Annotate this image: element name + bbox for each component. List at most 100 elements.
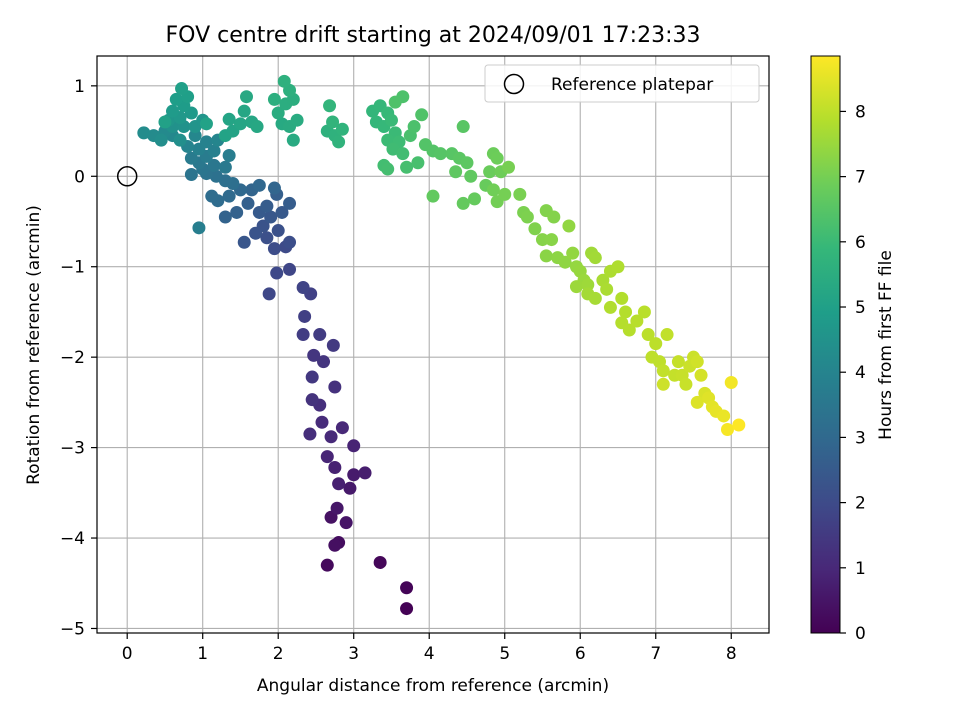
data-point bbox=[184, 167, 198, 181]
data-point bbox=[328, 538, 342, 552]
data-point bbox=[328, 380, 342, 394]
data-point bbox=[339, 516, 353, 530]
data-point bbox=[222, 189, 236, 203]
data-point bbox=[283, 196, 297, 210]
colorbar-tick-label: 2 bbox=[855, 494, 866, 514]
data-point bbox=[250, 120, 264, 134]
data-point bbox=[267, 242, 281, 256]
data-point bbox=[320, 558, 334, 572]
data-point bbox=[267, 181, 281, 195]
data-point bbox=[562, 219, 576, 233]
data-point bbox=[358, 466, 372, 480]
data-points bbox=[137, 74, 746, 616]
data-point bbox=[426, 189, 440, 203]
data-point bbox=[283, 235, 297, 249]
x-tick-label: 7 bbox=[650, 644, 661, 664]
data-point bbox=[611, 260, 625, 274]
data-point bbox=[305, 393, 319, 407]
data-point bbox=[264, 210, 278, 224]
legend-label: Reference platepar bbox=[551, 75, 713, 95]
data-point bbox=[588, 291, 602, 305]
data-point bbox=[277, 74, 291, 88]
data-point bbox=[267, 92, 281, 106]
colorbar-tick-label: 5 bbox=[855, 298, 866, 318]
data-point bbox=[637, 305, 651, 319]
data-point bbox=[313, 328, 327, 342]
data-point bbox=[490, 151, 504, 165]
data-point bbox=[615, 291, 629, 305]
data-point bbox=[347, 439, 361, 453]
data-point bbox=[241, 196, 255, 210]
data-point bbox=[690, 355, 704, 369]
data-point bbox=[260, 231, 274, 245]
data-point bbox=[566, 246, 580, 260]
x-tick-label: 3 bbox=[348, 644, 359, 664]
data-point bbox=[630, 314, 644, 328]
data-point bbox=[483, 165, 497, 179]
data-point bbox=[649, 337, 663, 351]
data-point bbox=[456, 120, 470, 134]
colorbar-tick-label: 0 bbox=[855, 624, 866, 644]
data-point bbox=[298, 309, 312, 323]
data-point bbox=[184, 151, 198, 165]
data-point bbox=[332, 135, 346, 149]
data-point bbox=[169, 92, 183, 106]
data-point bbox=[396, 147, 410, 161]
data-point bbox=[188, 129, 202, 143]
colorbar-tick-label: 3 bbox=[855, 428, 866, 448]
y-tick-label: −2 bbox=[60, 348, 85, 368]
data-point bbox=[520, 210, 534, 224]
data-point bbox=[332, 477, 346, 491]
data-point bbox=[262, 287, 276, 301]
data-point bbox=[619, 305, 633, 319]
x-tick-label: 4 bbox=[424, 644, 435, 664]
data-point bbox=[275, 205, 289, 219]
data-point bbox=[456, 196, 470, 210]
data-point bbox=[373, 555, 387, 569]
data-point bbox=[622, 323, 636, 337]
data-point bbox=[498, 187, 512, 201]
data-point bbox=[400, 581, 414, 595]
data-point bbox=[400, 160, 414, 174]
legend-box bbox=[484, 64, 760, 103]
data-point bbox=[468, 192, 482, 206]
data-point bbox=[240, 90, 254, 104]
x-axis-ticks: 0 1 2 3 4 5 6 7 8 bbox=[122, 633, 737, 664]
data-point bbox=[199, 135, 213, 149]
data-point bbox=[690, 395, 704, 409]
data-point bbox=[641, 328, 655, 342]
x-tick-label: 1 bbox=[197, 644, 208, 664]
data-point bbox=[603, 300, 617, 314]
data-point bbox=[502, 160, 516, 174]
data-point bbox=[233, 117, 247, 131]
data-point bbox=[137, 126, 151, 140]
legend-marker-icon bbox=[503, 73, 525, 95]
data-point bbox=[660, 328, 674, 342]
colorbar-tick-label: 4 bbox=[855, 363, 866, 383]
data-point bbox=[175, 82, 189, 96]
colorbar-ticks: 0 1 2 3 4 5 6 7 8 bbox=[840, 102, 866, 644]
data-point bbox=[296, 328, 310, 342]
data-point bbox=[209, 169, 223, 183]
data-point bbox=[166, 104, 180, 118]
data-point bbox=[545, 233, 559, 247]
data-point bbox=[460, 156, 474, 170]
data-point bbox=[271, 106, 285, 120]
data-point bbox=[400, 602, 414, 616]
data-point bbox=[326, 115, 340, 129]
colorbar-tick-label: 8 bbox=[855, 102, 866, 122]
data-point bbox=[207, 158, 221, 172]
data-point bbox=[270, 266, 284, 280]
x-tick-label: 0 bbox=[122, 644, 133, 664]
data-point bbox=[513, 187, 527, 201]
data-point bbox=[656, 364, 670, 378]
legend: Reference platepar bbox=[484, 64, 760, 103]
data-point bbox=[158, 115, 172, 129]
data-point bbox=[222, 112, 236, 126]
x-tick-label: 2 bbox=[273, 644, 284, 664]
data-point bbox=[218, 210, 232, 224]
data-point bbox=[286, 133, 300, 147]
reference-platepar-marker bbox=[116, 166, 138, 187]
data-point bbox=[222, 148, 236, 162]
